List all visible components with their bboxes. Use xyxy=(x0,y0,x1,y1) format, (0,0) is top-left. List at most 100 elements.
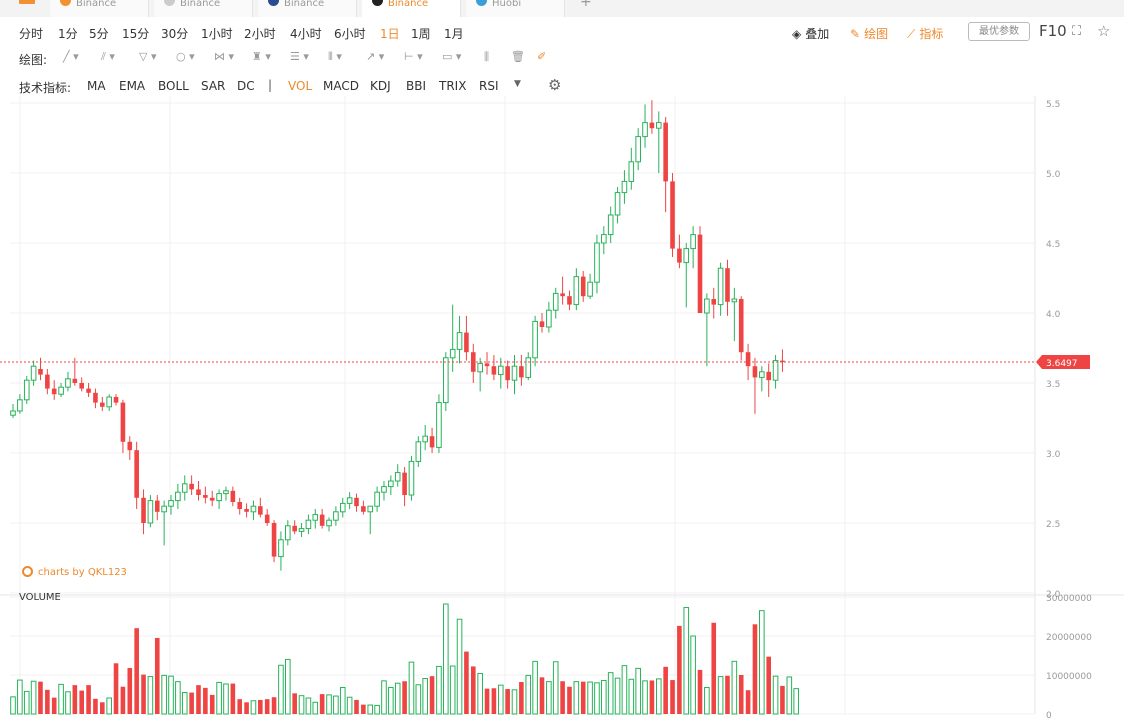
indicator-ema[interactable]: EMA xyxy=(119,79,146,93)
candle-body xyxy=(484,363,490,367)
interval-8[interactable]: 6小时 xyxy=(334,27,366,41)
volume-bar xyxy=(408,661,415,715)
bars-tool-icon[interactable]: ⫼ xyxy=(484,50,490,63)
volume-bar xyxy=(642,680,648,715)
indicator-more-chevron-icon[interactable]: ▼ xyxy=(514,79,521,89)
candle-body xyxy=(168,500,174,507)
interval-2[interactable]: 5分 xyxy=(89,27,109,41)
pattern-tool-icon[interactable]: ♜ ▾ xyxy=(252,50,271,63)
exchange-tab[interactable]: Binance xyxy=(154,0,253,17)
interval-9[interactable]: 1日 xyxy=(380,27,400,41)
candle-body xyxy=(402,472,407,495)
measure-tool-icon[interactable]: ⊢ ▾ xyxy=(404,50,423,63)
add-tab-button[interactable]: + xyxy=(580,0,592,10)
candle-body xyxy=(628,161,635,182)
indicator-trix[interactable]: TRIX xyxy=(439,79,467,93)
interval-toolbar: 分时 1分 5分 15分 30分 1小时 2小时 4小时 6小时 1日 1周 1月 ◈ 叠加 ✎ 绘图 ⟋… xyxy=(0,22,1124,42)
volume-bar xyxy=(449,665,456,715)
indicator-boll[interactable]: BOLL xyxy=(158,79,189,93)
candle-body xyxy=(567,296,572,305)
price-tick-label: 2.5 xyxy=(1046,520,1060,530)
triangle-tool-icon[interactable]: ▽ ▾ xyxy=(139,50,157,63)
note-tool-icon[interactable]: ▭ ▾ xyxy=(442,50,462,63)
indicator-rsi[interactable]: RSI xyxy=(479,79,499,93)
overlay-button[interactable]: ◈ 叠加 xyxy=(792,25,829,42)
indicator-sar[interactable]: SAR xyxy=(201,79,226,93)
candle-body xyxy=(759,371,765,378)
exchange-tab[interactable]: Binance xyxy=(50,0,149,17)
price-chart[interactable]: 2.02.53.03.54.04.55.05.50100000002000000… xyxy=(0,96,1124,726)
candle-body xyxy=(491,366,497,375)
volume-bar xyxy=(339,686,346,715)
interval-3[interactable]: 15分 xyxy=(122,27,150,41)
price-tick-label: 5.5 xyxy=(1046,100,1060,110)
volume-bar xyxy=(505,689,510,714)
candle-body xyxy=(717,267,724,306)
interval-0[interactable]: 分时 xyxy=(19,27,44,41)
line-tool-icon[interactable]: ╱ ▾ xyxy=(63,50,79,63)
volume-bar xyxy=(745,690,751,714)
interval-4[interactable]: 30分 xyxy=(161,27,189,41)
volume-bar xyxy=(168,675,174,715)
circle-tool-icon[interactable]: ○ ▾ xyxy=(176,50,195,63)
candle-body xyxy=(230,490,236,502)
interval-6[interactable]: 2小时 xyxy=(244,27,276,41)
parallel-tool-icon[interactable]: ⫽ ▾ xyxy=(101,50,115,63)
volume-bar xyxy=(367,704,374,715)
indicator-vol[interactable]: VOL xyxy=(288,79,313,93)
volume-bar xyxy=(189,692,194,714)
exchange-tabs-bar: Binance Binance Binance Binance Huobi + xyxy=(0,0,1124,17)
interval-7[interactable]: 4小时 xyxy=(290,27,322,41)
gann-tool-icon[interactable]: ⦀ ▾ xyxy=(328,50,342,63)
candle-body xyxy=(381,486,387,493)
fullscreen-icon[interactable]: ⛶ xyxy=(1072,24,1082,39)
candle-body xyxy=(552,292,559,311)
draw-button[interactable]: ✎ 绘图 xyxy=(850,25,888,42)
fib-tool-icon[interactable]: ☰ ▾ xyxy=(290,50,309,63)
optimal-params-button[interactable]: 最优参数 xyxy=(968,22,1030,41)
volume-bar xyxy=(223,683,229,715)
volume-title: VOLUME xyxy=(19,592,61,603)
exchange-logo-icon xyxy=(476,0,487,6)
indicator-ma[interactable]: MA xyxy=(87,79,106,93)
indicator-button[interactable]: ⟋ 指标 xyxy=(907,25,943,42)
candle-body xyxy=(429,436,435,448)
volume-bar xyxy=(86,685,91,714)
candle-body xyxy=(677,248,682,263)
interval-11[interactable]: 1月 xyxy=(444,27,464,41)
exchange-tab[interactable]: Huobi xyxy=(466,0,565,17)
brush-icon[interactable]: ✐ xyxy=(537,50,547,63)
volume-bar xyxy=(704,686,710,715)
indicator-bbi[interactable]: BBI xyxy=(406,79,427,93)
volume-bar xyxy=(141,674,146,714)
exchange-tab[interactable]: Binance xyxy=(362,0,461,17)
arrow-tool-icon[interactable]: ↗ ▾ xyxy=(366,50,385,63)
zigzag-tool-icon[interactable]: ⋈ ▾ xyxy=(214,50,235,63)
trash-icon[interactable]: 🗑 xyxy=(511,50,525,63)
volume-bar xyxy=(51,697,57,714)
candle-body xyxy=(298,528,305,532)
candle-body xyxy=(663,122,668,182)
indicator-dc[interactable]: DC xyxy=(237,79,255,93)
candle-body xyxy=(408,460,415,496)
indicator-macd[interactable]: MACD xyxy=(323,79,359,93)
interval-1[interactable]: 1分 xyxy=(58,27,78,41)
last-price-label: 3.6497 xyxy=(1046,359,1078,369)
f10-button[interactable]: F10 xyxy=(1039,22,1067,40)
interval-10[interactable]: 1周 xyxy=(411,27,431,41)
star-icon[interactable]: ☆ xyxy=(1097,22,1111,40)
settings-gear-icon[interactable]: ⚙ xyxy=(548,76,562,94)
candle-body xyxy=(258,506,263,515)
exchange-tab[interactable]: Binance xyxy=(258,0,357,17)
interval-5[interactable]: 1小时 xyxy=(201,27,233,41)
candle-body xyxy=(443,357,449,404)
candle-body xyxy=(175,491,181,502)
candle-body xyxy=(505,366,510,381)
volume-bar xyxy=(79,690,84,714)
candle-body xyxy=(449,348,456,359)
volume-bar xyxy=(793,688,799,715)
candle-body xyxy=(573,276,580,306)
candle-body xyxy=(203,495,208,498)
indicator-kdj[interactable]: KDJ xyxy=(370,79,391,93)
volume-bar xyxy=(10,696,16,715)
